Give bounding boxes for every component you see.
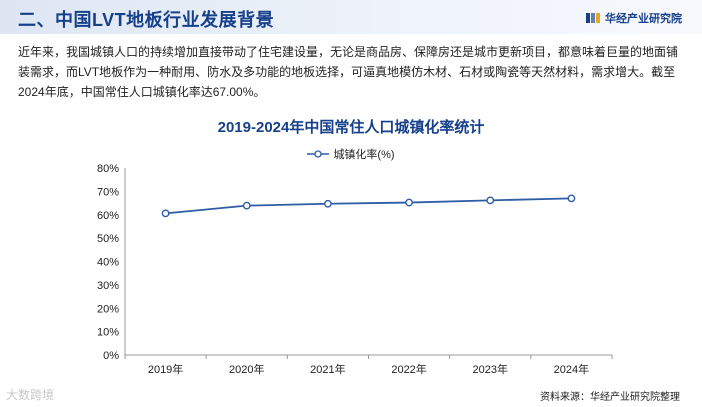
data-point xyxy=(242,201,251,210)
brand: 华经产业研究院 xyxy=(586,10,682,26)
header-banner: 二、中国LVT地板行业发展背景 华经产业研究院 xyxy=(0,0,702,34)
data-point xyxy=(567,194,576,203)
watermark: 大数跨境 xyxy=(6,388,55,402)
chart-legend: 城镇化率(%) xyxy=(0,146,702,162)
x-tick-label: 2020年 xyxy=(229,362,264,376)
y-tick-label: 40% xyxy=(97,257,119,269)
data-point xyxy=(324,199,332,208)
intro-paragraph: 近年来，我国城镇人口的持续增加直接带动了住宅建设量，无论是商品房、保障房还是城市… xyxy=(18,45,679,99)
x-tick-label: 2024年 xyxy=(554,362,589,376)
x-tick-label: 2022年 xyxy=(391,362,426,376)
chart-title: 2019-2024年中国常住人口城镇化率统计 xyxy=(217,119,485,136)
y-tick-label: 20% xyxy=(97,303,119,315)
series-line xyxy=(165,197,572,215)
y-tick-label: 70% xyxy=(97,186,119,198)
source-note: 资料来源：华经产业研究院整理 xyxy=(540,392,680,403)
y-tick-label: 50% xyxy=(97,233,119,245)
legend-line-marker-icon xyxy=(307,150,330,158)
y-tick-label: 80% xyxy=(97,163,119,175)
data-point xyxy=(405,198,413,207)
page-title: 二、中国LVT地板行业发展背景 xyxy=(18,10,275,30)
y-tick-label: 10% xyxy=(97,327,119,339)
x-tick-label: 2023年 xyxy=(473,362,508,376)
brand-logo-icon xyxy=(586,13,600,23)
data-point xyxy=(161,209,170,218)
x-tick-label: 2021年 xyxy=(310,362,345,376)
data-point xyxy=(486,196,495,205)
y-tick-label: 60% xyxy=(97,210,119,222)
y-tick-label: 0% xyxy=(103,350,119,362)
brand-name: 华经产业研究院 xyxy=(605,13,682,25)
x-tick-label: 2019年 xyxy=(148,362,183,376)
y-tick-label: 30% xyxy=(97,280,119,292)
legend-label: 城镇化率(%) xyxy=(333,149,395,161)
